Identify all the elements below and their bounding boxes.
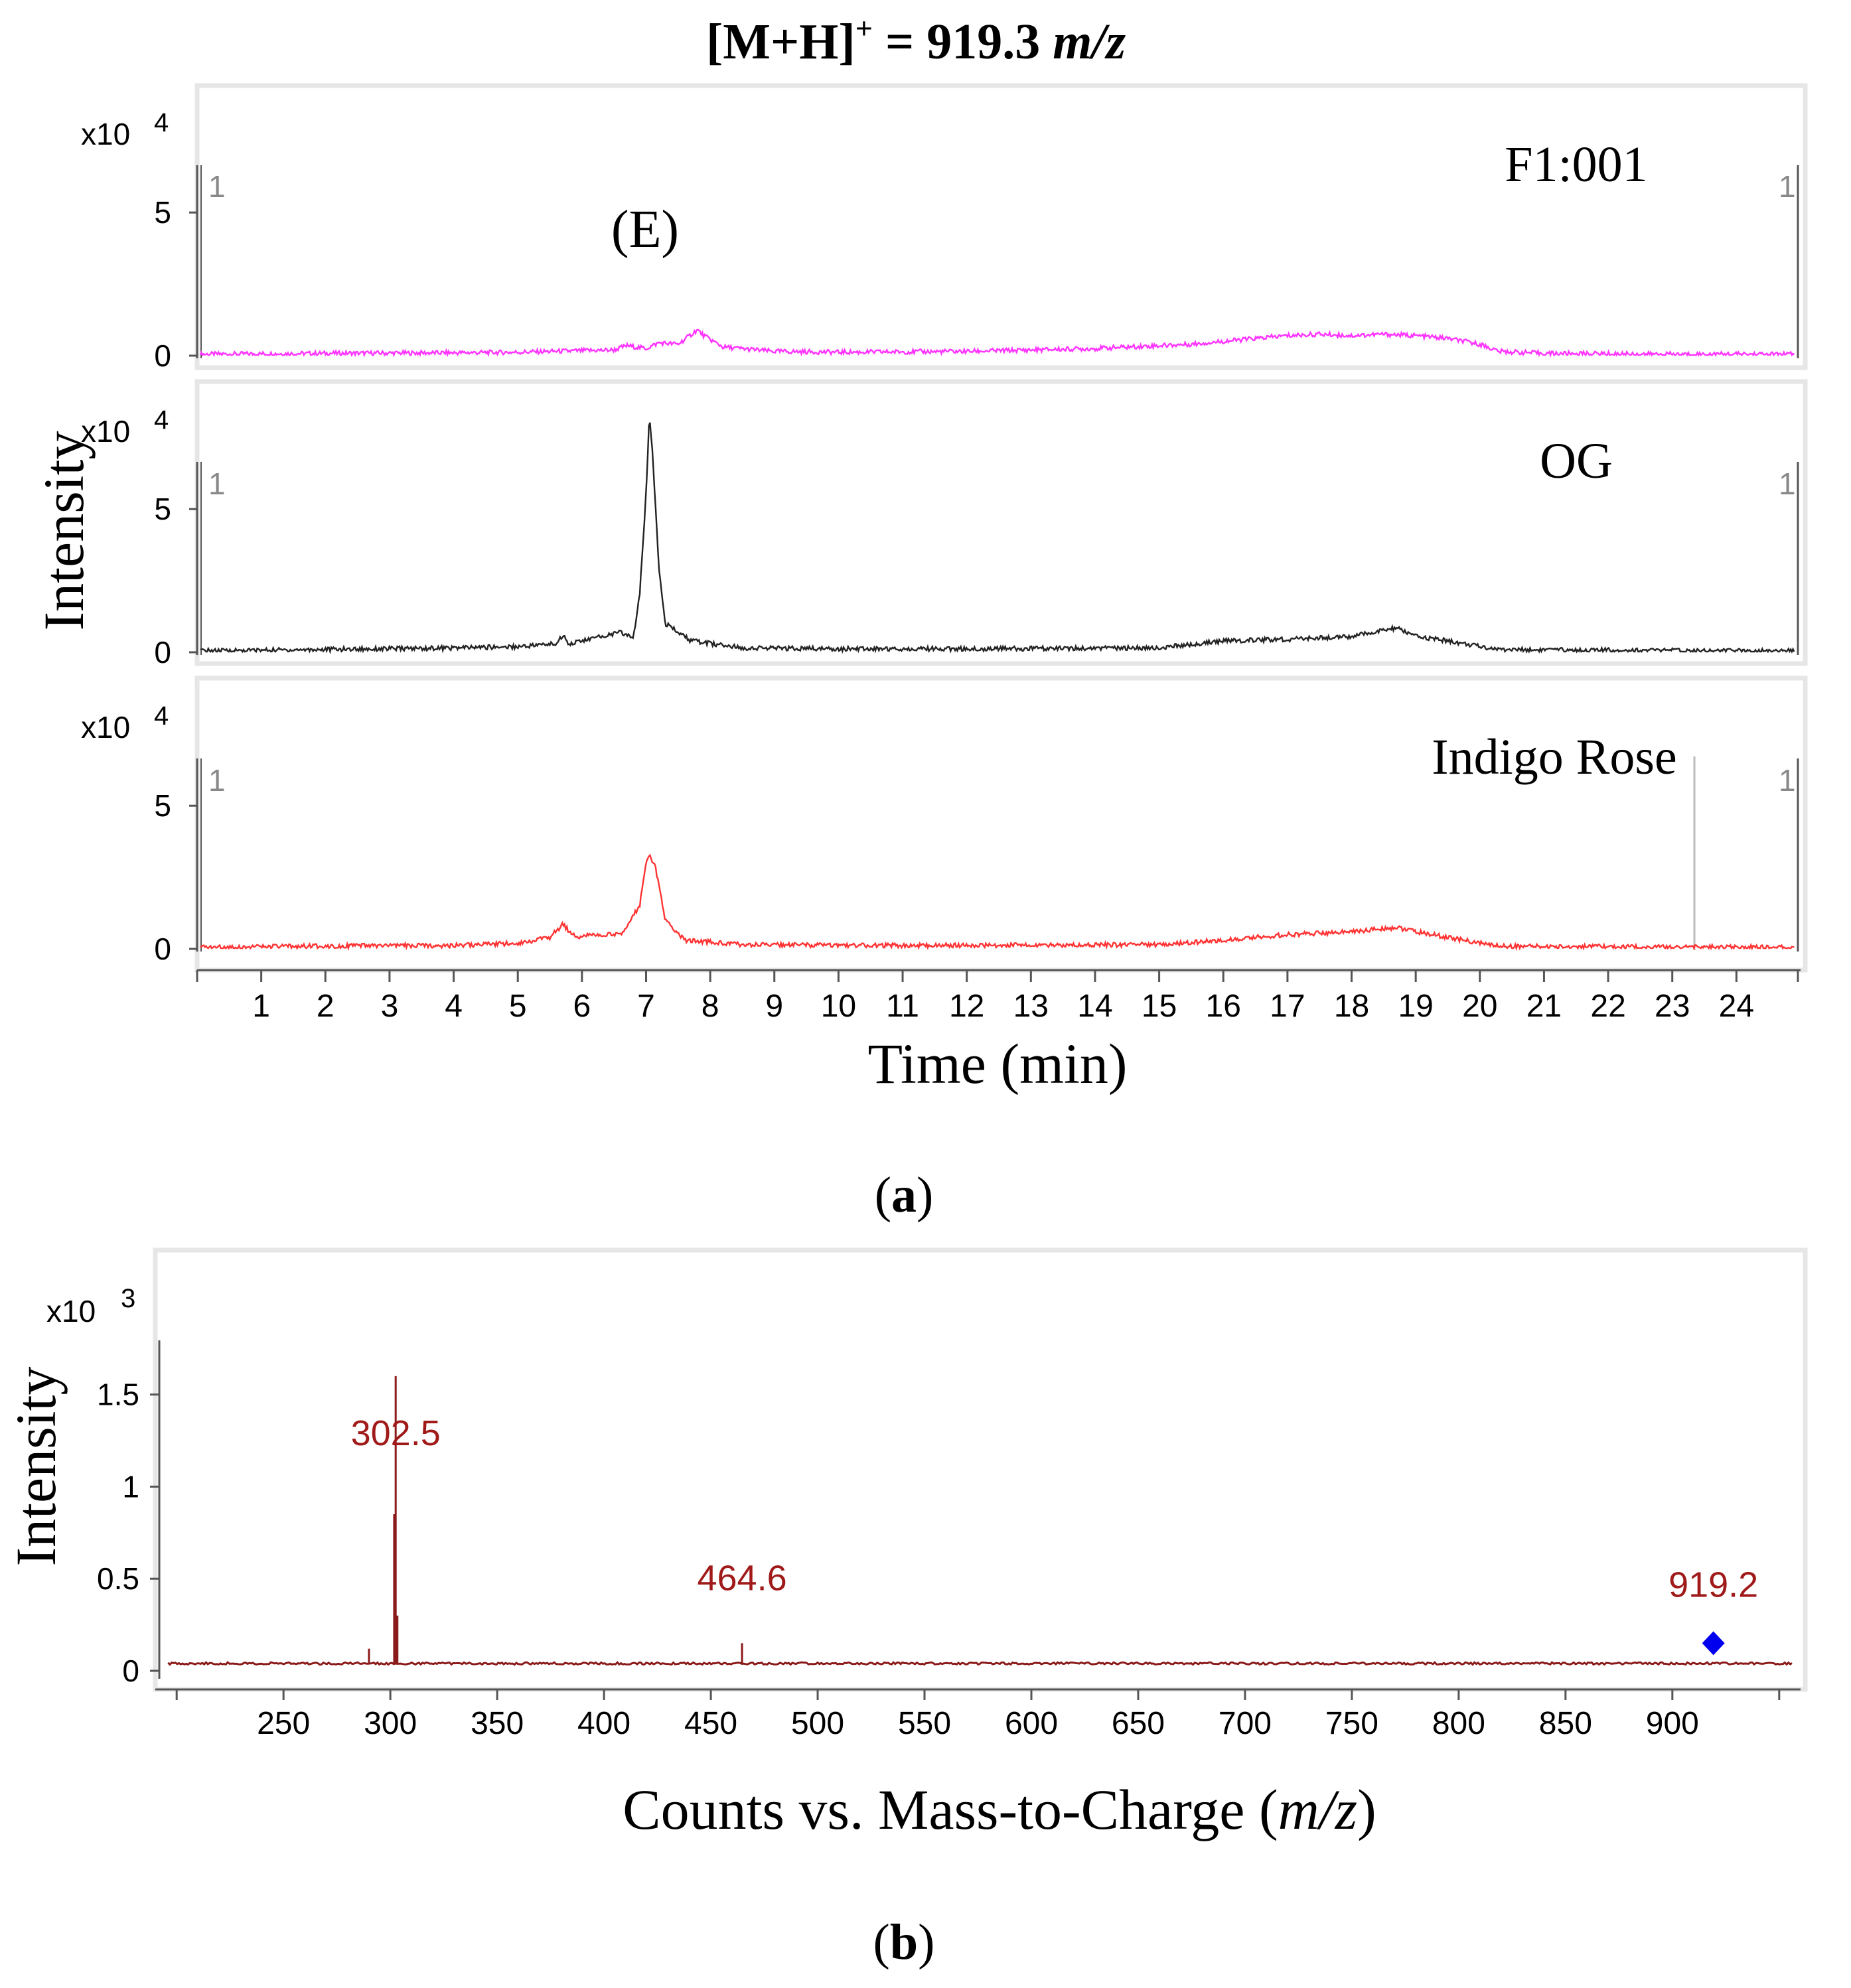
y-exponent-1: 4 (154, 108, 169, 137)
time-tick-label-19: 19 (1398, 989, 1433, 1024)
series-label-f1-001: F1:001 (1505, 137, 1647, 192)
time-tick-label-11: 11 (886, 989, 919, 1024)
marker-label-right-2: 1 (1779, 466, 1796, 501)
mz-tick-label-650: 650 (1112, 1706, 1165, 1741)
series-label-indigo-rose: Indigo Rose (1432, 729, 1676, 785)
marker-label-left-2: 1 (208, 466, 226, 501)
mz-tick-label-500: 500 (791, 1706, 844, 1741)
time-tick-label-5: 5 (509, 989, 527, 1024)
mz-tick-label-700: 700 (1219, 1706, 1272, 1741)
spectrum-y-axis-label: Intensity (4, 1367, 68, 1567)
chromatogram-frame-3 (194, 675, 1808, 973)
peak-label-919-2: 919.2 (1668, 1565, 1758, 1604)
time-tick-label-2: 2 (317, 989, 334, 1024)
spectrum-y-multiplier: x10 (46, 1294, 96, 1328)
trace-f1-001 (199, 328, 1795, 358)
marker-label-right-3: 1 (1779, 763, 1796, 798)
time-tick-label-8: 8 (702, 989, 719, 1024)
mz-tick-label-850: 850 (1539, 1706, 1592, 1741)
time-tick-label-21: 21 (1526, 989, 1562, 1024)
time-tick-label-6: 6 (573, 989, 591, 1024)
spectrum-baseline (167, 1660, 1793, 1666)
time-tick-label-9: 9 (765, 989, 783, 1024)
peak-label-302-5: 302.5 (351, 1413, 441, 1453)
y-tick-label-indigo-rose-0: 0 (154, 932, 171, 966)
spectrum-y-tick-label-2: 1 (122, 1469, 139, 1504)
time-tick-label-18: 18 (1334, 989, 1369, 1024)
time-tick-label-4: 4 (445, 989, 463, 1024)
title-superscript: + (855, 11, 873, 45)
time-tick-label-16: 16 (1206, 989, 1241, 1024)
trace-og (200, 422, 1795, 655)
y-tick-label-f1-001-5: 5 (154, 195, 171, 230)
y-tick-label-f1-001-0: 0 (154, 338, 171, 373)
mz-tick-label-350: 350 (471, 1706, 524, 1741)
time-tick-label-1: 1 (252, 989, 270, 1024)
y-multiplier-1: x10 (81, 117, 130, 151)
chromatogram-frame-2 (194, 379, 1808, 666)
title-prefix: [M+H] (706, 14, 855, 70)
precursor-diamond-icon (1702, 1631, 1725, 1656)
panel-a-caption: (a) (875, 1167, 934, 1223)
trace-indigo-rose (200, 853, 1795, 952)
mz-tick-label-400: 400 (577, 1706, 630, 1741)
time-tick-label-12: 12 (949, 989, 984, 1024)
y-tick-label-og-0: 0 (154, 635, 171, 670)
time-tick-label-24: 24 (1719, 989, 1754, 1024)
mz-tick-label-750: 750 (1325, 1706, 1378, 1741)
chromatogram-1: x10 4 F1:001 (E) 1 1 0 5 (81, 108, 1799, 373)
panel-a: x10 4 F1:001 (E) 1 1 05 x10 4 OG 1 1 05 … (32, 83, 1808, 1223)
mass-spectrum: x10 3 0 0.5 1 1.5 250 300 350 400 450 500 550 600 65… (46, 1284, 1801, 1741)
mz-tick-label-800: 800 (1432, 1706, 1485, 1741)
title-unit: m/z (1053, 14, 1126, 70)
panel-b-caption: (b) (873, 1914, 935, 1970)
mz-tick-label-600: 600 (1005, 1706, 1058, 1741)
time-tick-label-14: 14 (1077, 989, 1112, 1024)
title-middle: = 919.3 (873, 14, 1053, 70)
time-axis: 1 2 3 4 5 6 7 8 9 10 11 12 13 14 15 16 17 18 19 20 21 22 23 24 (196, 969, 1801, 1024)
annotation-e: (E) (611, 200, 679, 259)
mz-tick-label-900: 900 (1646, 1706, 1699, 1741)
mz-tick-label-250: 250 (257, 1706, 310, 1741)
chromatogram-frame-1 (194, 83, 1808, 370)
y-multiplier-3: x10 (81, 710, 130, 745)
spectrum-x-axis-label: Counts vs. Mass-to-Charge (m/z) (623, 1778, 1376, 1841)
panel-a-y-axis-label: Intensity (32, 431, 96, 631)
time-tick-label-23: 23 (1655, 989, 1690, 1024)
y-multiplier-2: x10 (81, 414, 130, 449)
chromatogram-3: x10 4 Indigo Rose 1 1 0 5 (81, 701, 1799, 966)
marker-label-left-3: 1 (208, 763, 226, 798)
chromatogram-2: x10 4 OG 1 1 0 5 (81, 405, 1799, 670)
spectrum-y-exponent: 3 (121, 1284, 135, 1313)
mz-tick-label-300: 300 (364, 1706, 417, 1741)
marker-label-left-1: 1 (208, 169, 226, 204)
time-tick-label-13: 13 (1013, 989, 1049, 1024)
spectrum-y-tick-label-1: 0.5 (97, 1561, 139, 1596)
figure-title: [M+H]+ = 919.3 m/z (706, 11, 1126, 70)
y-exponent-2: 4 (154, 405, 169, 435)
marker-label-right-1: 1 (1779, 169, 1796, 204)
time-tick-label-15: 15 (1142, 989, 1177, 1024)
series-label-og: OG (1540, 433, 1613, 489)
spectrum-frame (153, 1247, 1808, 1692)
time-tick-label-22: 22 (1590, 989, 1625, 1024)
time-tick-label-20: 20 (1462, 989, 1497, 1024)
time-tick-label-7: 7 (637, 989, 655, 1024)
y-tick-label-og-5: 5 (154, 492, 171, 526)
y-exponent-3: 4 (154, 701, 169, 731)
time-tick-label-3: 3 (381, 989, 399, 1024)
panel-b: x10 3 0 0.5 1 1.5 250 300 350 400 450 500 550 600 65… (4, 1247, 1808, 1970)
y-tick-label-indigo-rose-5: 5 (154, 788, 171, 823)
time-axis-label: Time (min) (867, 1032, 1127, 1096)
mz-tick-label-550: 550 (898, 1706, 951, 1741)
spectrum-y-tick-label-3: 1.5 (97, 1378, 139, 1412)
spectrum-y-tick-label-0: 0 (122, 1654, 139, 1688)
time-tick-label-10: 10 (821, 989, 856, 1024)
time-tick-label-17: 17 (1270, 989, 1305, 1024)
peak-label-464-6: 464.6 (697, 1558, 786, 1598)
mz-tick-label-450: 450 (684, 1706, 737, 1741)
